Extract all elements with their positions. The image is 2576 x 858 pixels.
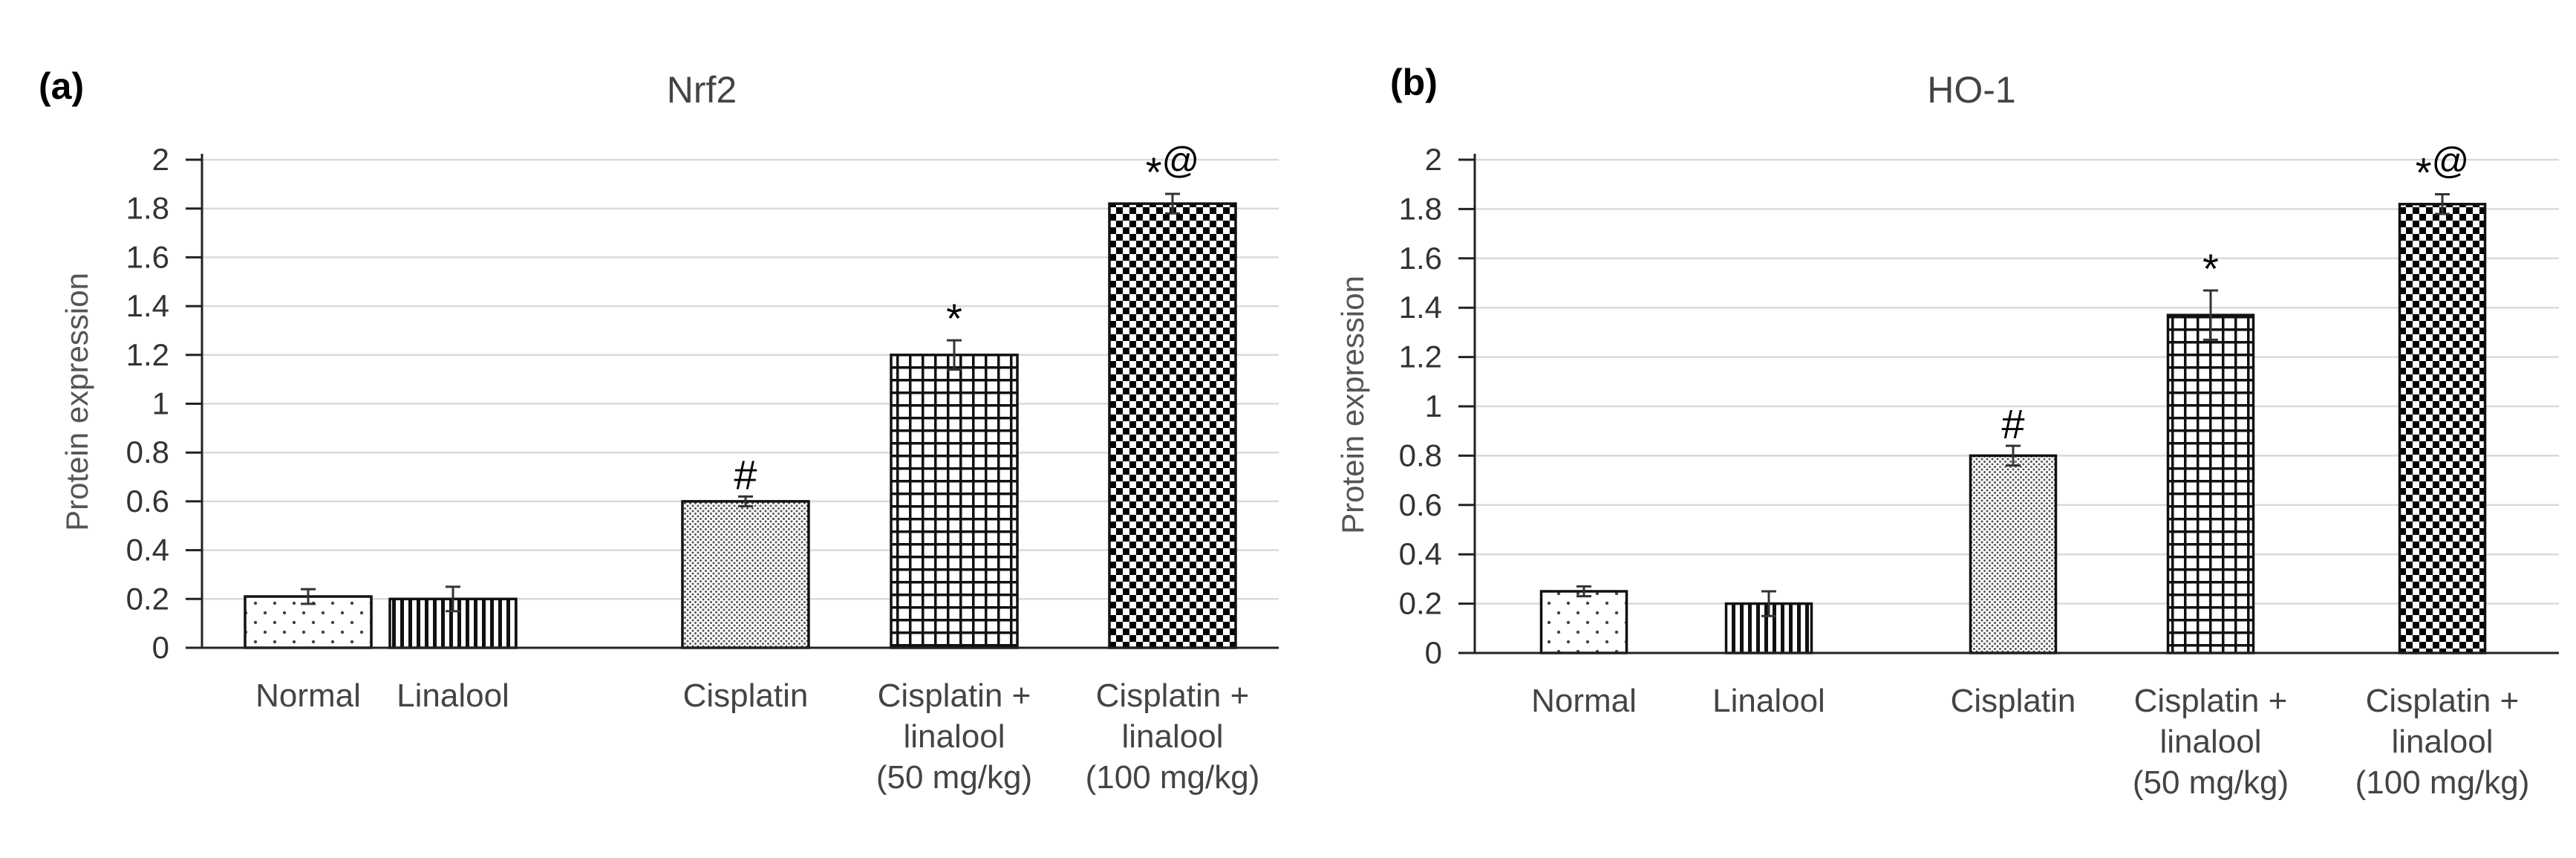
- y-tick-label: 1.8: [126, 191, 169, 226]
- y-tick-label: 2: [152, 142, 169, 177]
- x-tick-label: Linalool: [397, 677, 509, 714]
- x-tick-label: Cisplatin + linalool (50 mg/kg): [876, 677, 1032, 796]
- y-tick-label: 0.6: [126, 484, 169, 519]
- panel-label: (b): [1390, 62, 1438, 103]
- y-tick-label: 0.2: [126, 581, 169, 616]
- significance-marker: #: [2001, 400, 2024, 447]
- y-tick-label: 1.2: [1399, 339, 1442, 374]
- significance-marker: *: [2202, 245, 2219, 292]
- y-tick-label: 1: [152, 386, 169, 421]
- y-tick-label: 0: [1425, 635, 1442, 670]
- significance-marker: *: [946, 295, 962, 342]
- y-tick-label: 1.4: [1399, 290, 1442, 325]
- panel-label: (a): [39, 65, 84, 107]
- y-tick-label: 0.2: [1399, 586, 1442, 621]
- y-tick-label: 2: [1425, 142, 1442, 177]
- bar: [1969, 454, 2058, 654]
- y-tick-label: 1.8: [1399, 191, 1442, 226]
- x-tick-label: Cisplatin + linalool (50 mg/kg): [2133, 683, 2289, 801]
- x-tick-label: Cisplatin: [1951, 683, 2076, 719]
- y-tick-label: 0: [152, 630, 169, 665]
- y-axis-label: Protein expression: [1335, 276, 1370, 534]
- bar: [2166, 313, 2255, 654]
- panel-a-nrf2: (a) Nrf2 Protein expression 0 0.2 0.4 0.6 0.…: [39, 65, 1279, 796]
- y-tick-label: 0.4: [1399, 536, 1442, 571]
- y-tick-label: 0.8: [126, 435, 169, 469]
- y-tick-label: 0.4: [126, 533, 169, 568]
- bar: [1108, 202, 1237, 649]
- y-tick-label: 0.6: [1399, 487, 1442, 522]
- x-tick-label: Normal: [1531, 683, 1637, 719]
- y-axis-label: Protein expression: [59, 273, 94, 531]
- y-tick-label: 1.6: [1399, 241, 1442, 276]
- bar: [1724, 602, 1813, 654]
- chart-title: Nrf2: [667, 69, 737, 111]
- bar: [2398, 203, 2487, 654]
- y-tick-label: 0.8: [1399, 438, 1442, 472]
- y-tick-label: 1.4: [126, 288, 169, 323]
- x-tick-label: Cisplatin: [683, 677, 809, 714]
- bar: [1539, 590, 1628, 654]
- significance-marker: *@: [1146, 140, 1200, 195]
- x-tick-label: Linalool: [1712, 683, 1825, 719]
- x-tick-label: Cisplatin + linalool (100 mg/kg): [2355, 683, 2530, 801]
- significance-marker: *@: [2416, 140, 2470, 195]
- y-tick-label: 1.2: [126, 337, 169, 372]
- bar: [681, 500, 810, 649]
- x-tick-label: Cisplatin + linalool (100 mg/kg): [1086, 677, 1260, 796]
- chart-title: HO-1: [1927, 69, 2015, 111]
- y-tick-label: 1.6: [126, 239, 169, 274]
- bar: [890, 354, 1019, 649]
- panel-b-ho1: (b) HO-1 Protein expression 0 0.2 0.4 0.6 0.…: [1335, 62, 2559, 801]
- significance-marker: #: [734, 451, 757, 498]
- y-tick-label: 1: [1425, 389, 1442, 423]
- x-tick-label: Normal: [255, 677, 361, 714]
